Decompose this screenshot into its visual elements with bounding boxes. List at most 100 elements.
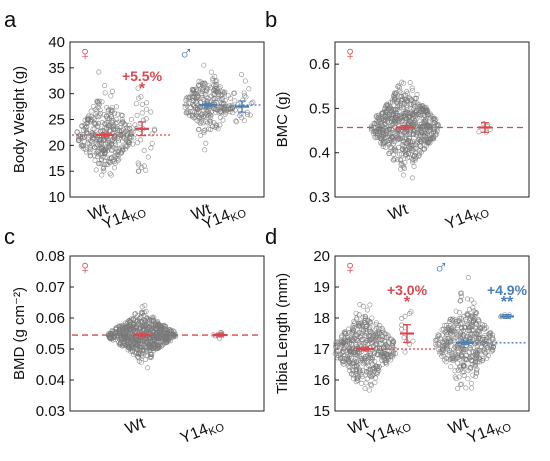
data-point [230, 110, 236, 116]
data-point [468, 297, 474, 303]
data-point [398, 128, 404, 134]
data-point [104, 155, 110, 161]
data-point [150, 341, 157, 347]
data-point [332, 344, 339, 350]
data-point [454, 360, 460, 366]
y-tick-label: 18 [313, 310, 330, 327]
data-point [354, 353, 360, 359]
data-point [141, 324, 147, 330]
data-point [398, 157, 404, 163]
data-point [367, 373, 373, 379]
data-point [353, 310, 359, 316]
data-point [130, 316, 136, 322]
data-point [183, 95, 189, 101]
data-point [410, 100, 416, 106]
data-point [108, 172, 114, 178]
data-point [458, 324, 465, 330]
data-point [247, 112, 253, 118]
data-point [102, 154, 108, 161]
data-point [415, 139, 421, 145]
data-point [220, 96, 226, 102]
data-point [340, 358, 346, 364]
data-point [484, 355, 490, 361]
data-point [115, 138, 122, 144]
data-point [341, 346, 347, 352]
data-point [449, 350, 455, 356]
data-point [404, 107, 410, 113]
data-point [96, 69, 102, 75]
data-point [83, 127, 89, 133]
data-point [384, 134, 390, 140]
data-point [144, 352, 151, 358]
data-point [220, 89, 226, 95]
data-point [379, 334, 385, 340]
data-point [371, 338, 377, 344]
data-point [205, 85, 211, 92]
data-point [229, 106, 235, 112]
data-point [392, 351, 398, 357]
data-point [416, 150, 422, 156]
data-point [391, 97, 397, 103]
data-point [396, 144, 402, 150]
axes-box [334, 255, 530, 412]
data-point [419, 129, 425, 135]
data-point [361, 328, 367, 334]
data-point [187, 95, 193, 101]
data-point [356, 323, 362, 329]
data-point [379, 135, 385, 141]
data-point [80, 132, 86, 138]
data-point [131, 327, 137, 333]
data-point [124, 324, 130, 330]
data-point [391, 133, 397, 140]
data-point [402, 109, 409, 115]
data-point [165, 337, 171, 343]
data-point [131, 321, 137, 327]
data-point [383, 144, 389, 150]
data-point [93, 150, 99, 156]
data-point [198, 120, 204, 127]
data-point [423, 123, 429, 129]
data-point [445, 336, 451, 342]
y-tick-label: 15 [313, 403, 330, 420]
data-point [350, 368, 356, 374]
data-point [208, 85, 214, 91]
data-point [100, 148, 107, 154]
data-point [358, 343, 364, 349]
data-point [373, 325, 379, 331]
data-point [359, 367, 365, 373]
data-point [403, 152, 409, 158]
data-point [119, 144, 125, 150]
data-point [132, 311, 138, 317]
panel-letter: b [265, 7, 277, 32]
data-point [250, 99, 256, 105]
data-point [389, 343, 395, 349]
data-point [439, 327, 445, 333]
data-point [371, 368, 377, 374]
data-point [407, 310, 413, 316]
data-point [481, 121, 487, 127]
data-point [201, 62, 207, 68]
x-tick-label: Y14KO [178, 415, 227, 449]
data-point [117, 325, 123, 331]
x-tick-label: Y14KO [365, 415, 414, 449]
data-point [381, 139, 388, 145]
data-point [445, 352, 451, 358]
data-point [137, 137, 144, 143]
data-point [184, 103, 190, 109]
data-point [466, 306, 472, 312]
data-point [340, 339, 346, 346]
data-point [366, 368, 372, 374]
data-point [433, 122, 439, 129]
data-point [248, 100, 254, 107]
data-point [242, 78, 248, 84]
data-point [156, 339, 162, 345]
data-point [198, 91, 204, 97]
data-point [452, 368, 458, 374]
female-symbol: ♀ [78, 43, 93, 65]
data-point [200, 120, 206, 126]
data-point [362, 385, 368, 392]
data-point [422, 108, 428, 114]
data-point [349, 371, 355, 377]
data-point [457, 315, 463, 321]
